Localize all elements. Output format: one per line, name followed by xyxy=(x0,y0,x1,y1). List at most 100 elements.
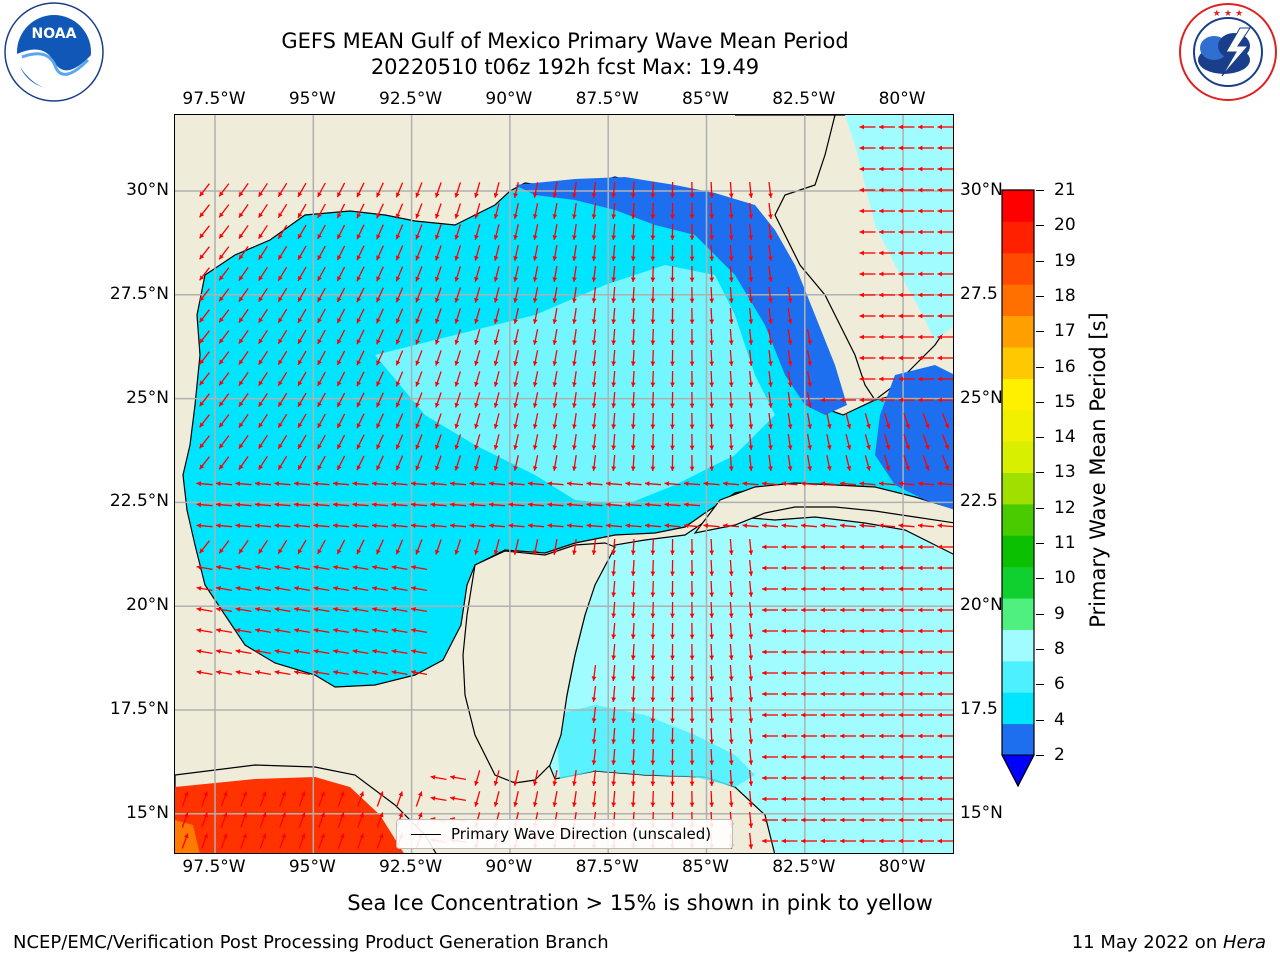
wave-arrow xyxy=(218,540,230,554)
wave-arrow xyxy=(318,833,325,849)
wave-arrow xyxy=(415,350,423,366)
wave-arrow xyxy=(670,433,675,451)
wave-arrow xyxy=(728,370,734,388)
wave-arrow xyxy=(218,288,230,302)
wave-arrow xyxy=(918,334,934,340)
colorbar-frame xyxy=(1001,189,1035,788)
wave-arrow xyxy=(435,203,442,219)
wave-arrow xyxy=(650,223,656,241)
wave-arrow xyxy=(630,244,636,262)
wave-arrow xyxy=(689,538,695,556)
wave-arrow xyxy=(781,565,798,571)
wave-arrow xyxy=(689,685,695,703)
lon-label-bottom: 85°W xyxy=(682,857,729,877)
wave-arrow xyxy=(611,559,617,577)
lat-label-left: 22.5°N xyxy=(109,491,169,512)
wave-arrow xyxy=(238,288,249,302)
wave-arrow xyxy=(709,748,715,766)
wave-arrow xyxy=(689,265,695,283)
wave-arrow xyxy=(235,565,252,571)
wave-arrow xyxy=(689,181,695,199)
wave-arrow xyxy=(898,565,915,571)
wave-arrow xyxy=(586,481,603,487)
wave-arrow xyxy=(879,292,895,298)
wave-arrow xyxy=(357,812,364,828)
wave-arrow xyxy=(336,203,346,219)
wave-arrow xyxy=(317,308,326,324)
wave-arrow xyxy=(201,791,208,807)
wave-arrow xyxy=(937,691,953,697)
wave-arrow xyxy=(709,391,715,409)
wave-arrow xyxy=(840,628,856,634)
wave-arrow xyxy=(630,202,636,220)
wave-arrow xyxy=(336,539,346,555)
lat-label-left: 20°N xyxy=(126,595,169,616)
wave-arrow xyxy=(728,706,734,724)
wave-arrow xyxy=(650,349,656,367)
wave-arrow xyxy=(572,329,577,345)
wave-arrow xyxy=(630,622,636,640)
wave-arrow xyxy=(748,265,754,283)
wave-arrow xyxy=(336,287,346,303)
wave-arrow xyxy=(898,250,915,256)
wave-arrow xyxy=(670,664,675,682)
wave-arrow xyxy=(748,622,754,640)
wave-arrow xyxy=(879,229,895,235)
wave-arrow xyxy=(591,707,597,723)
wave-arrow xyxy=(748,412,754,430)
colorbar-tick-label: 8 xyxy=(1054,638,1065,659)
wave-arrow xyxy=(395,287,404,303)
wave-arrow xyxy=(787,308,793,324)
wave-arrow xyxy=(879,733,895,739)
wave-arrow xyxy=(884,434,891,450)
wave-arrow xyxy=(709,643,715,661)
wave-arrow xyxy=(410,523,428,529)
wave-arrow xyxy=(435,413,442,429)
wave-arrow xyxy=(410,607,428,613)
wave-arrow xyxy=(806,391,812,409)
wave-arrow xyxy=(689,622,695,640)
wave-arrow xyxy=(336,245,346,261)
wave-arrow xyxy=(670,580,675,598)
wave-arrow xyxy=(356,392,365,408)
wave-arrow xyxy=(859,397,876,403)
colorbar-segment xyxy=(1002,660,1034,693)
colorbar-segment xyxy=(1002,378,1034,411)
wave-arrow xyxy=(820,796,837,802)
wave-arrow xyxy=(376,833,384,849)
wave-arrow xyxy=(748,181,754,199)
wave-arrow xyxy=(650,391,656,409)
wave-arrow xyxy=(277,434,288,450)
wave-arrow xyxy=(918,250,934,256)
wave-arrow xyxy=(298,791,306,807)
colorbar-tick-label: 19 xyxy=(1054,250,1076,271)
wave-arrow xyxy=(258,329,268,345)
wave-arrow xyxy=(474,392,481,408)
wave-arrow xyxy=(898,334,915,340)
wave-arrow xyxy=(650,244,656,262)
wave-arrow xyxy=(449,481,467,487)
wave-arrow xyxy=(513,371,519,387)
wave-arrow xyxy=(297,329,307,345)
lon-label-top: 95°W xyxy=(288,89,336,109)
wave-arrow xyxy=(391,523,408,529)
colorbar-segment xyxy=(1002,190,1034,222)
wave-arrow xyxy=(474,224,481,240)
wave-arrow xyxy=(864,455,871,471)
lon-label-bottom: 90°W xyxy=(485,857,533,877)
wave-arrow xyxy=(196,502,213,508)
wave-arrow xyxy=(859,166,876,172)
wave-arrow xyxy=(513,392,519,408)
wave-arrow xyxy=(474,329,481,345)
wave-arrow xyxy=(630,181,636,199)
wave-arrow xyxy=(781,796,798,802)
wave-arrow xyxy=(313,649,330,655)
wave-arrow xyxy=(670,370,675,388)
wave-arrow xyxy=(709,181,715,199)
wave-arrow xyxy=(630,370,636,388)
colorbar-tick-mark xyxy=(1036,366,1044,368)
atlantic-water xyxy=(845,115,953,340)
lon-label-top: 80°W xyxy=(878,89,926,109)
wave-arrow xyxy=(572,350,577,366)
wave-arrow xyxy=(258,266,268,282)
